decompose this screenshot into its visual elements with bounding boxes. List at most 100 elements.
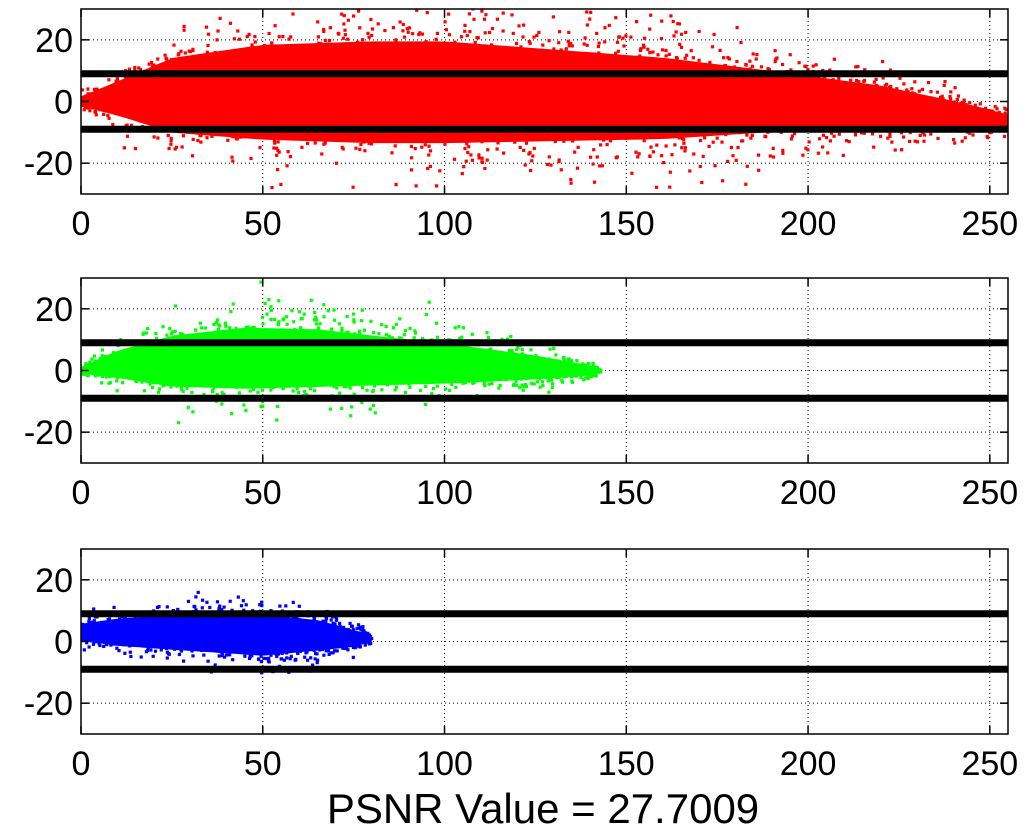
scatter-point (668, 170, 672, 174)
scatter-point (137, 66, 141, 70)
scatter-point (913, 80, 917, 84)
scatter-point (591, 365, 595, 369)
scatter-point (545, 162, 549, 167)
scatter-point (370, 33, 374, 38)
scatter-point (926, 81, 931, 85)
scatter-point (995, 107, 999, 111)
scatter-point (515, 347, 519, 351)
scatter-point (463, 146, 467, 151)
scatter-point (352, 392, 356, 396)
scatter-point (545, 1, 548, 4)
scatter-point (482, 382, 486, 386)
scatter-point (417, 33, 421, 37)
scatter-point (217, 323, 221, 327)
scatter-point (323, 38, 327, 42)
scatter-point (529, 168, 533, 173)
scatter-point (447, 33, 451, 37)
y-tick-label: -20 (24, 145, 73, 183)
scatter-point (253, 40, 257, 44)
scatter-point (390, 151, 394, 155)
scatter-point (351, 312, 356, 316)
scatter-point (115, 389, 119, 393)
scatter-point (698, 138, 703, 143)
scatter-point (259, 280, 263, 284)
scatter-point (269, 305, 273, 309)
scatter-point (434, 37, 438, 41)
scatter-point (960, 139, 964, 143)
scatter-point (740, 139, 744, 143)
scatter-point (821, 145, 825, 149)
scatter-point (905, 88, 909, 92)
scatter-point (902, 135, 906, 139)
scatter-point (749, 136, 753, 140)
scatter-point (806, 68, 810, 72)
scatter-point (242, 403, 246, 407)
scatter-point (186, 405, 190, 409)
scatter-point (615, 155, 619, 159)
scatter-point (320, 152, 324, 156)
scatter-point (100, 348, 104, 352)
scatter-point (757, 153, 761, 157)
scatter-point (751, 52, 755, 56)
scatter-point (173, 147, 177, 151)
scatter-point (854, 78, 859, 83)
scatter-point (962, 98, 966, 102)
scatter-point (288, 155, 292, 159)
scatter-point (829, 131, 834, 135)
scatter-point (697, 58, 701, 62)
scatter-point (237, 37, 242, 41)
scatter-point (402, 333, 406, 337)
scatter-point (452, 157, 457, 161)
scatter-point (621, 36, 625, 40)
scatter-point (617, 35, 621, 39)
scatter-point (844, 139, 849, 143)
scatter-point (978, 102, 982, 106)
scatter-point (84, 362, 88, 366)
scatter-point (121, 381, 125, 385)
scatter-point (306, 141, 310, 146)
scatter-point (674, 56, 679, 60)
scatter-point (443, 142, 447, 146)
scatter-point (788, 53, 792, 57)
scatter-point (129, 123, 134, 127)
scatter-point (435, 31, 439, 35)
scatter-point (984, 106, 988, 110)
scatter-point (342, 22, 346, 26)
scatter-point (585, 43, 589, 47)
scatter-point (156, 136, 160, 140)
scatter-point (270, 186, 274, 190)
scatter-point (1002, 134, 1007, 139)
scatter-point (566, 39, 570, 43)
scatter-point (517, 24, 521, 28)
scatter-point (487, 382, 491, 386)
scatter-point (299, 317, 303, 321)
scatter-point (592, 148, 596, 152)
scatter-point (107, 116, 111, 120)
scatter-point (270, 41, 274, 45)
scatter-point (541, 43, 545, 47)
scatter-point (886, 136, 890, 140)
scatter-point (567, 30, 571, 34)
scatter-point (797, 61, 801, 65)
scatter-point (514, 379, 518, 383)
scatter-point (281, 318, 285, 322)
scatter-point (261, 322, 265, 326)
scatter-point (849, 78, 853, 82)
scatter-point (538, 385, 542, 389)
scatter-point (297, 391, 301, 395)
scatter-point (88, 360, 92, 364)
scatter-point (394, 183, 398, 187)
scatter-point (540, 380, 545, 384)
scatter-point (651, 150, 655, 154)
scatter-point (561, 380, 565, 384)
scatter-point (832, 57, 836, 61)
scatter-point (731, 154, 735, 158)
scatter-point (424, 313, 429, 317)
scatter-point (480, 156, 484, 160)
scatter-point (322, 29, 326, 33)
scatter-point (497, 386, 501, 390)
scatter-point (490, 381, 494, 386)
scatter-point (86, 87, 90, 91)
scatter-point (697, 29, 701, 34)
scatter-point (418, 388, 423, 392)
